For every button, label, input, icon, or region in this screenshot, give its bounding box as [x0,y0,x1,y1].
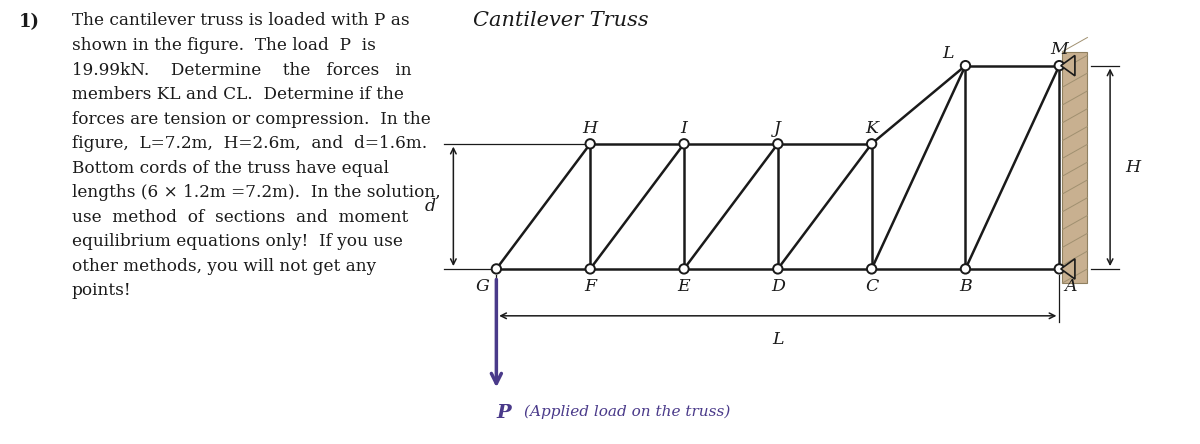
Text: The cantilever truss is loaded with P as
shown in the figure.  The load  P  is
1: The cantilever truss is loaded with P as… [72,12,440,299]
Text: A: A [1064,278,1076,295]
Bar [1062,52,1087,283]
Circle shape [773,264,782,274]
Text: M: M [1050,41,1068,59]
Circle shape [586,264,595,274]
Text: Cantilever Truss: Cantilever Truss [473,11,648,30]
Text: B: B [959,278,972,295]
Circle shape [492,264,502,274]
Text: d: d [425,198,436,215]
Text: E: E [678,278,690,295]
Circle shape [1055,264,1064,274]
Text: L: L [772,332,784,349]
Circle shape [866,139,876,148]
Circle shape [866,264,876,274]
Text: D: D [770,278,785,295]
Polygon shape [1061,56,1075,76]
Circle shape [961,61,970,70]
Text: H: H [1126,159,1141,176]
Text: (Applied load on the truss): (Applied load on the truss) [523,404,730,419]
Circle shape [679,139,689,148]
Text: H: H [583,120,598,137]
Text: C: C [865,278,878,295]
Circle shape [773,139,782,148]
Text: 1): 1) [18,13,40,32]
Circle shape [679,264,689,274]
Text: G: G [475,278,490,295]
Circle shape [1055,61,1064,70]
Text: I: I [680,120,688,137]
Text: L: L [942,45,954,62]
Circle shape [961,264,970,274]
Circle shape [586,139,595,148]
Text: P: P [497,404,511,422]
Text: F: F [584,278,596,295]
Text: K: K [865,120,878,137]
Text: J: J [774,120,781,137]
Polygon shape [1061,259,1075,279]
